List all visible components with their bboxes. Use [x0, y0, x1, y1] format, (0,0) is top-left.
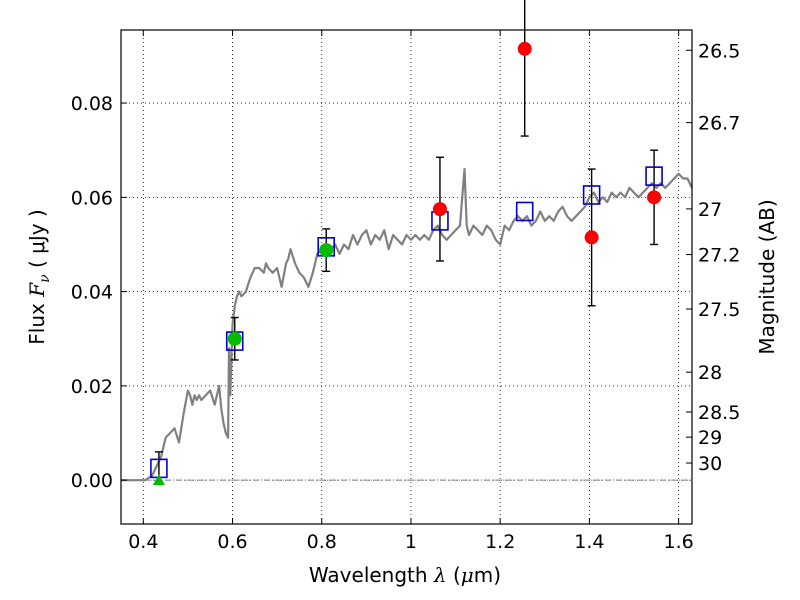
x-tick-label: 0.4: [128, 531, 158, 553]
detection-point: [584, 230, 599, 245]
y-tick-label: 0.06: [71, 187, 113, 209]
model-photometry-square: [645, 166, 663, 186]
x-axis-label: Wavelength λ (μm): [309, 563, 501, 587]
model-sed-path: [121, 168, 693, 482]
y-tick-label: 0.08: [71, 93, 113, 115]
x-tick-label: 0.8: [307, 531, 337, 553]
right-tick-label: 26.5: [698, 40, 740, 62]
y-tick-label: 0.00: [71, 470, 113, 492]
detection-point: [517, 41, 532, 56]
error-bars: [154, 0, 659, 481]
axis-ticks: [121, 30, 692, 524]
right-tick-label: 28: [698, 362, 722, 384]
right-tick-label: 27: [698, 199, 722, 221]
right-tick-label: 29: [698, 427, 722, 449]
model-sed-line: [121, 168, 693, 482]
y-tick-label: 0.04: [71, 282, 113, 304]
upper-limit-triangle: [152, 474, 165, 486]
right-tick-label: 27.5: [698, 299, 740, 321]
y-tick-label: 0.02: [71, 376, 113, 398]
x-tick-label: 1.6: [664, 531, 694, 553]
model-photometry-square: [582, 185, 601, 205]
right-tick-label: 27.2: [698, 245, 740, 267]
x-tick-label: 1: [405, 531, 417, 553]
x-tick-label: 0.6: [217, 531, 247, 553]
right-tick-label: 26.7: [698, 113, 740, 135]
model-photometry-square: [515, 201, 534, 222]
detection-point: [319, 243, 334, 258]
plot-frame: [120, 29, 693, 525]
y-axis-label: Flux Fν ( μJy ): [25, 209, 53, 344]
detection-point: [647, 190, 662, 205]
right-axis-label: Magnitude (AB): [755, 199, 779, 354]
x-tick-label: 1.2: [485, 531, 515, 553]
detection-point: [432, 202, 447, 217]
right-tick-labels: 26.5 26.7 27 27.2 27.5 28 28.5 29 30: [698, 40, 740, 475]
gridlines: [121, 30, 692, 524]
data-markers: [150, 41, 663, 486]
right-tick-label: 28.5: [698, 402, 740, 424]
x-tick-label: 1.4: [574, 531, 604, 553]
y-tick-labels: 0.00 0.02 0.04 0.06 0.08: [71, 93, 113, 492]
x-tick-labels: 0.4 0.6 0.8 1 1.2 1.4 1.6: [128, 531, 694, 553]
right-tick-label: 30: [698, 453, 722, 475]
detection-point: [227, 331, 242, 346]
